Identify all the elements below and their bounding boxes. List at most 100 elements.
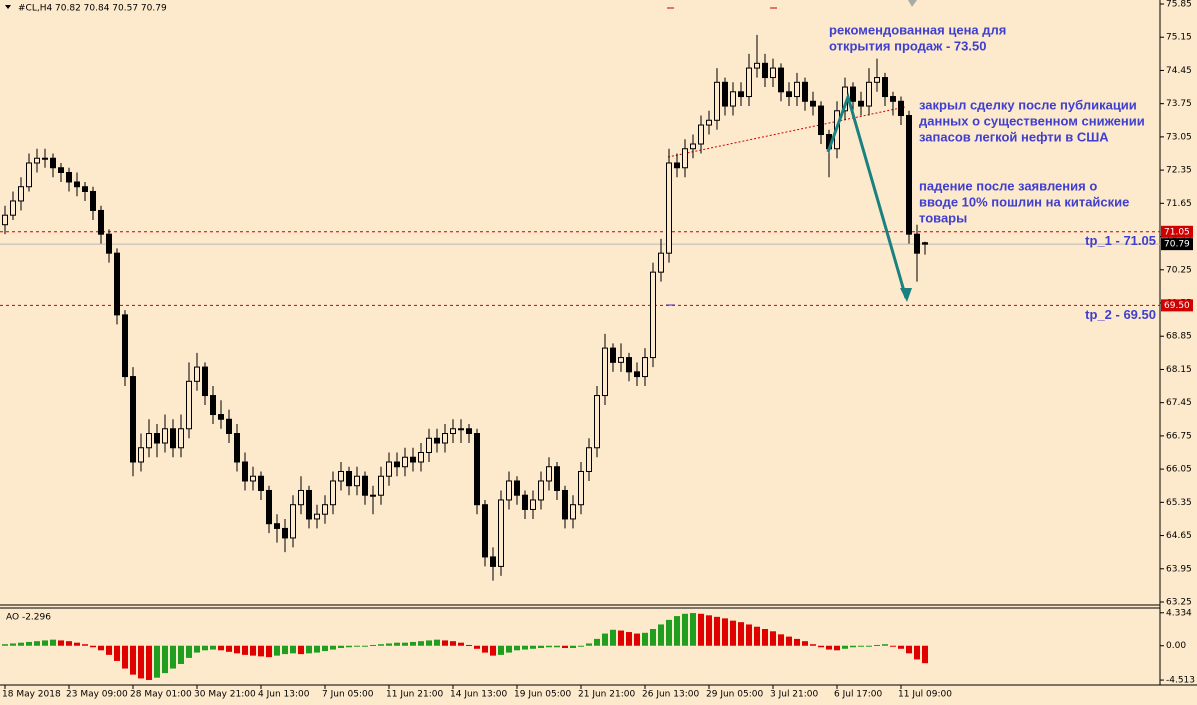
annotation: закрыл сделку после публикации	[919, 97, 1137, 112]
candle-body	[898, 100, 904, 117]
candle-body	[698, 124, 704, 145]
annotation: падение после заявления о	[919, 178, 1097, 193]
candle-body	[554, 466, 560, 491]
candle-body	[242, 461, 248, 482]
ao-bar	[234, 645, 240, 654]
candle-body	[322, 504, 328, 515]
candle-body	[194, 366, 200, 382]
candle-body	[682, 148, 688, 169]
ao-bar	[514, 645, 520, 651]
ao-bar	[850, 645, 856, 648]
candle-body	[594, 395, 600, 449]
candle-body	[66, 171, 72, 183]
ao-bar	[354, 645, 360, 647]
ao-bar	[410, 641, 416, 646]
ao-bar	[482, 645, 488, 653]
ao-bar	[10, 643, 16, 646]
candle-body	[130, 376, 136, 463]
ao-bar	[786, 636, 792, 646]
ao-bar	[810, 644, 816, 646]
candle-body	[466, 428, 472, 435]
candle-body	[706, 119, 712, 126]
ao-bar	[186, 645, 192, 658]
ao-bar	[826, 645, 832, 650]
menu-icon	[5, 5, 11, 9]
ao-tick-label: 0.00	[1166, 641, 1186, 651]
x-tick-label: 11 Jun 21:00	[386, 690, 443, 700]
arrow-head	[900, 288, 912, 302]
candle-body	[290, 504, 296, 539]
ao-bar	[98, 645, 104, 651]
ao-bar	[162, 645, 168, 674]
ao-bar	[594, 638, 600, 646]
candle-body	[138, 447, 144, 463]
ao-bar	[754, 626, 760, 646]
candle-body	[498, 499, 504, 567]
ao-bar	[578, 645, 584, 647]
y-tick-label: 70.25	[1166, 265, 1192, 275]
candle-body	[690, 143, 696, 150]
candle-body	[610, 347, 616, 363]
indicator-title: AO -2.296	[6, 613, 51, 623]
ao-bar	[682, 613, 688, 646]
candle-body	[74, 181, 80, 188]
ao-bar	[618, 630, 624, 646]
ao-bar	[58, 640, 64, 646]
ao-bar	[722, 618, 728, 646]
ao-bar	[498, 645, 504, 655]
candle-body	[626, 357, 632, 373]
ao-bar	[418, 641, 424, 646]
candle-body	[426, 437, 432, 453]
candle-body	[818, 105, 824, 136]
candle-body	[274, 523, 280, 529]
ao-bar	[210, 645, 216, 650]
candle-body	[730, 91, 736, 107]
ao-bar	[882, 644, 888, 646]
ao-bar	[538, 645, 544, 649]
ao-bar	[706, 615, 712, 646]
candle-body	[458, 428, 464, 431]
candle-body	[490, 556, 496, 567]
ao-bar	[554, 645, 560, 648]
candle-body	[10, 200, 16, 216]
ao-bar	[890, 645, 896, 647]
candle-body	[746, 67, 752, 98]
candle-body	[346, 470, 352, 487]
y-tick-label: 74.45	[1166, 66, 1192, 76]
annotation: рекомендованная цена для	[829, 22, 1006, 37]
ao-bar	[2, 644, 8, 646]
candle-body	[282, 527, 288, 539]
ao-bar	[226, 645, 232, 652]
candle-body	[538, 480, 544, 501]
candle-body	[410, 456, 416, 463]
y-tick-label: 63.95	[1166, 564, 1192, 574]
candle-body	[634, 371, 640, 378]
candle-body	[146, 433, 152, 449]
candle-body	[770, 67, 776, 79]
ao-bar	[338, 645, 344, 649]
candle-body	[850, 86, 856, 102]
y-tick-label: 65.35	[1166, 498, 1192, 508]
level-tag-label: 69.50	[1164, 301, 1190, 311]
ao-bar	[586, 643, 592, 646]
ao-bar	[154, 645, 160, 678]
candle-body	[170, 428, 176, 449]
ao-bar	[738, 622, 744, 646]
ao-bar	[394, 642, 400, 646]
candle-body	[602, 347, 608, 397]
candle-body	[114, 252, 120, 316]
y-tick-label: 64.65	[1166, 531, 1192, 541]
y-tick-label: 66.75	[1166, 431, 1192, 441]
ao-bar	[506, 645, 512, 653]
candle-body	[250, 475, 256, 482]
x-tick-label: 28 May 01:00	[130, 690, 192, 700]
ao-bar	[282, 645, 288, 655]
candle-body	[370, 494, 376, 497]
y-tick-label: 67.45	[1166, 398, 1192, 408]
candle-body	[482, 504, 488, 558]
candle-body	[474, 433, 480, 506]
ao-bar	[298, 645, 304, 655]
candle-body	[42, 157, 48, 160]
tp-label: tp_2 - 69.50	[1085, 307, 1156, 322]
